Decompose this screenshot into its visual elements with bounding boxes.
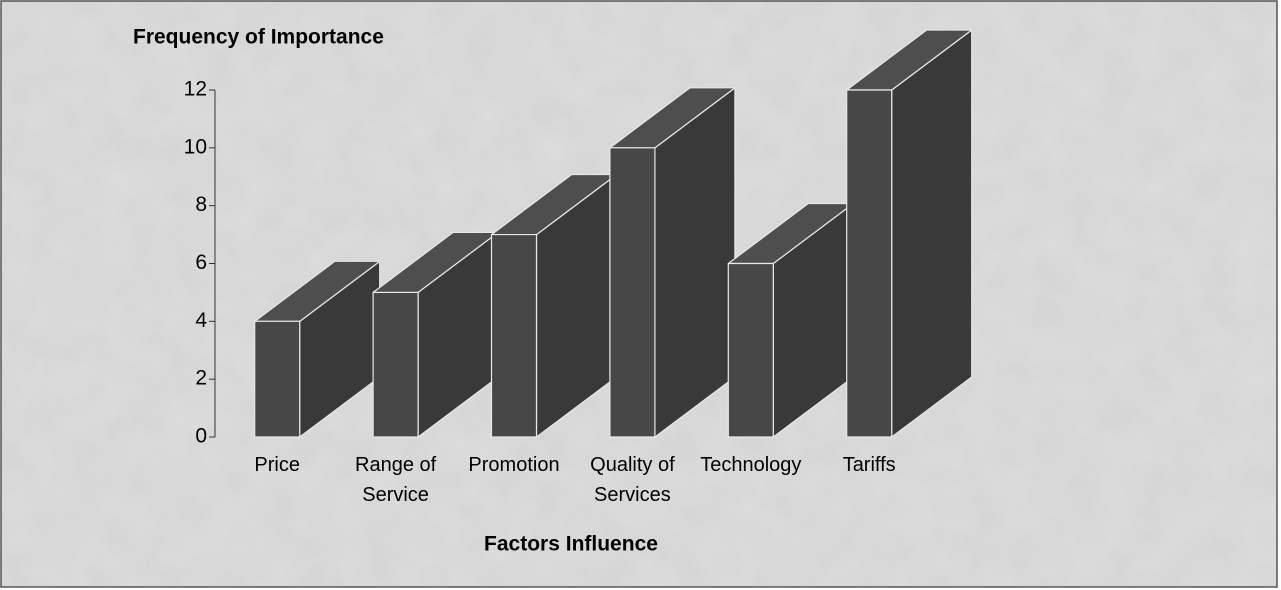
- x-axis-title: Factors Influence: [484, 533, 658, 556]
- bar-side: [654, 87, 736, 438]
- bar-front: [372, 291, 419, 438]
- x-tick-label: Price: [254, 454, 300, 476]
- y-axis-title: Frequency of Importance: [133, 26, 384, 49]
- y-tick-label: 0: [195, 425, 207, 448]
- y-tick-label: 2: [195, 367, 207, 390]
- bar-front: [490, 233, 538, 438]
- bar: [254, 260, 381, 438]
- x-tick-label: Tariffs: [842, 454, 896, 476]
- bar: [490, 173, 618, 438]
- bar-side: [891, 29, 973, 438]
- y-tick-label: 6: [195, 251, 207, 274]
- x-tick-label: Technology: [700, 454, 802, 476]
- bar: [372, 231, 499, 438]
- bar: [727, 202, 854, 438]
- bar-front: [609, 147, 656, 438]
- y-tick-label: 10: [184, 135, 207, 158]
- x-tick-label: Quality of Services: [590, 454, 675, 506]
- bar: [846, 29, 973, 438]
- bar-front: [254, 320, 301, 438]
- bar-front: [727, 262, 774, 438]
- bar: [609, 87, 736, 438]
- x-tick-label: Range of Service: [355, 454, 437, 506]
- y-tick-label: 4: [195, 309, 207, 332]
- bar-front: [846, 89, 893, 438]
- x-tick-label: Promotion: [468, 454, 560, 476]
- y-tick-label: 8: [195, 193, 207, 216]
- y-tick-label: 12: [184, 78, 207, 101]
